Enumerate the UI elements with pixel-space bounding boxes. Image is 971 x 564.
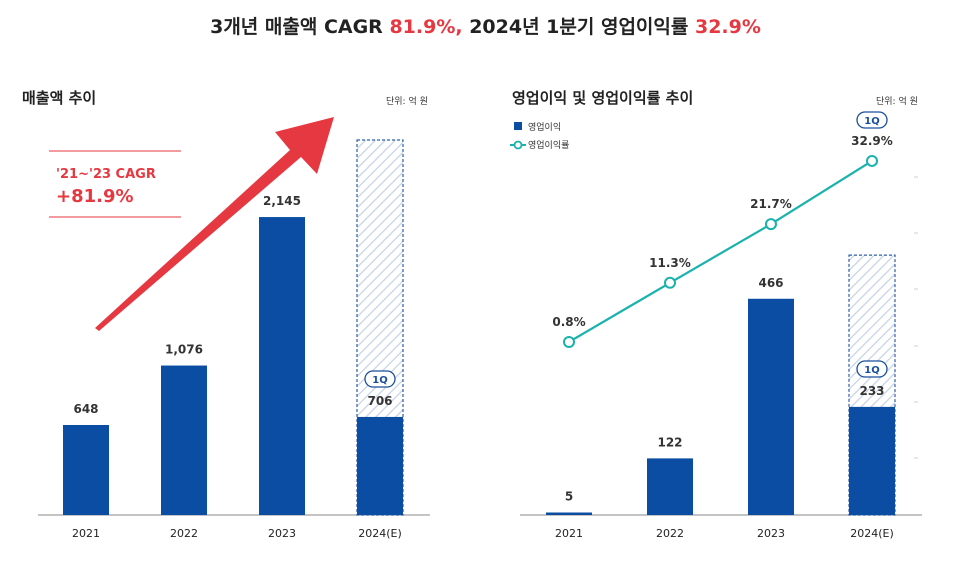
profit-value-label: 122 bbox=[657, 435, 682, 449]
margin-value-label: 32.9% bbox=[851, 134, 893, 148]
cagr-label: '21~'23 CAGR bbox=[56, 167, 156, 182]
profit-1q-badge: 1Q bbox=[856, 360, 888, 378]
profit-value-label: 5 bbox=[565, 490, 573, 504]
revenue-value-label: 1,076 bbox=[165, 343, 203, 357]
revenue-1q-badge-label: 1Q bbox=[372, 375, 387, 386]
profit-x-tick: 2023 bbox=[757, 527, 785, 540]
profit-bar bbox=[849, 406, 895, 515]
revenue-1q-badge-outline bbox=[364, 370, 396, 388]
revenue-value-label: 706 bbox=[367, 394, 392, 408]
margin-line bbox=[568, 160, 873, 343]
headline: 3개년 매출액 CAGR 81.9%, 2024년 1분기 영업이익률 32.9… bbox=[0, 12, 971, 39]
revenue-x-tick: 2023 bbox=[268, 527, 296, 540]
legend-bar-swatch bbox=[514, 122, 522, 130]
margin-value-label: 0.8% bbox=[552, 315, 585, 329]
margin-1q-badge-outline bbox=[856, 111, 888, 129]
revenue-1q-badge: 1Q bbox=[364, 370, 396, 388]
revenue-value-label: 648 bbox=[73, 402, 98, 416]
profit-value-label: 233 bbox=[859, 384, 884, 398]
revenue-x-tick: 2024(E) bbox=[358, 527, 402, 540]
profit-1q-badge-label: 1Q bbox=[864, 365, 879, 376]
margin-point bbox=[664, 276, 676, 289]
margin-value-label: 11.3% bbox=[649, 256, 691, 270]
profit-x-tick: 2021 bbox=[555, 527, 583, 540]
headline-margin-value: 32.9% bbox=[694, 16, 761, 38]
margin-1q-badge: 1Q bbox=[856, 111, 888, 129]
margin-point bbox=[765, 218, 777, 231]
margin-point bbox=[563, 335, 575, 348]
revenue-bar bbox=[63, 424, 109, 515]
profit-value-label: 466 bbox=[758, 276, 783, 290]
revenue-x-tick: 2022 bbox=[170, 527, 198, 540]
revenue-bar bbox=[161, 365, 207, 515]
legend-bar-label: 영업이익 bbox=[528, 121, 561, 133]
legend-line-marker bbox=[513, 140, 523, 150]
growth-arrow bbox=[95, 117, 334, 331]
revenue-x-tick: 2021 bbox=[72, 527, 100, 540]
profit-1q-badge-outline bbox=[856, 360, 888, 378]
revenue-bar bbox=[357, 416, 403, 515]
headline-text-2: 2024년 1분기 영업이익률 bbox=[462, 16, 695, 38]
headline-text-1: 3개년 매출액 CAGR bbox=[210, 16, 390, 38]
profit-x-tick: 2024(E) bbox=[850, 527, 894, 540]
revenue-chart-unit: 단위: 억 원 bbox=[386, 97, 428, 107]
revenue-chart-title: 매출액 추이 bbox=[22, 89, 97, 107]
profit-x-tick: 2022 bbox=[656, 527, 684, 540]
profit-chart-unit: 단위: 억 원 bbox=[876, 97, 918, 107]
margin-value-label: 21.7% bbox=[750, 197, 792, 211]
profit-bar bbox=[647, 458, 693, 515]
legend-line-label: 영업이익률 bbox=[528, 139, 569, 151]
profit-bar bbox=[546, 512, 592, 515]
cagr-value: +81.9% bbox=[56, 186, 134, 207]
headline-cagr-value: 81.9%, bbox=[389, 16, 463, 38]
margin-1q-badge-label: 1Q bbox=[864, 116, 879, 127]
revenue-bar bbox=[259, 217, 305, 515]
profit-bar bbox=[748, 298, 794, 515]
margin-point bbox=[866, 154, 878, 167]
revenue-chart: '21~'23 CAGR +81.9% 648 2021 1,076 2022 2,145 2… bbox=[38, 117, 430, 540]
revenue-value-label: 2,145 bbox=[263, 194, 301, 208]
profit-chart-title: 영업이익 및 영업이익률 추이 bbox=[512, 89, 694, 107]
